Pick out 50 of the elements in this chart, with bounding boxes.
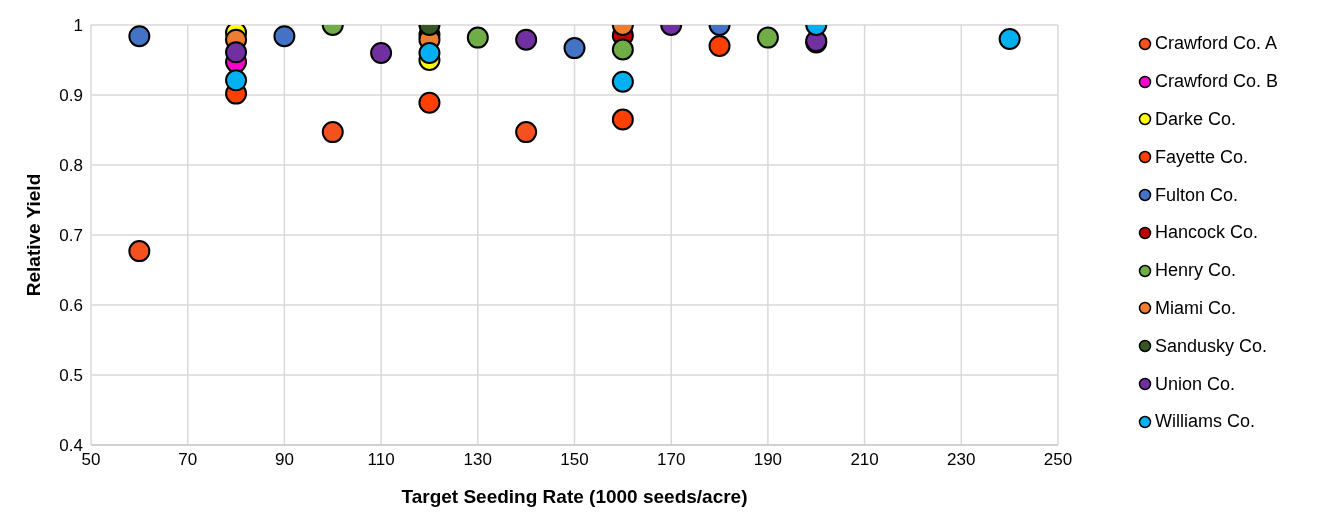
y-tick-label: 0.5 — [59, 366, 83, 386]
y-axis-title: Relative Yield — [22, 173, 44, 297]
x-tick-label: 50 — [81, 450, 101, 470]
y-tick-label: 0.8 — [59, 156, 83, 176]
legend-label: Crawford Co. A — [1155, 32, 1278, 56]
point — [466, 26, 489, 49]
legend-label: Williams Co. — [1155, 410, 1256, 434]
x-tick-label: 210 — [850, 450, 879, 470]
point — [225, 69, 248, 92]
point — [515, 28, 538, 51]
point — [418, 91, 441, 114]
point — [128, 25, 151, 48]
legend-label: Fulton Co. — [1155, 183, 1239, 207]
point — [225, 41, 248, 64]
x-tick-label: 190 — [753, 450, 783, 470]
legend-label: Sandusky Co. — [1155, 334, 1268, 358]
point — [515, 121, 538, 144]
y-tick-label: 1 — [73, 16, 83, 36]
point — [611, 70, 634, 93]
x-tick-label: 130 — [463, 450, 492, 470]
point — [321, 121, 344, 144]
point — [998, 28, 1021, 50]
point — [418, 42, 441, 64]
x-tick-label: 90 — [274, 450, 294, 470]
legend-label: Hancock Co. — [1155, 221, 1259, 245]
legend-label: Crawford Co. B — [1155, 70, 1279, 94]
legend-label: Union Co. — [1155, 372, 1236, 396]
point — [563, 37, 586, 60]
x-tick-label: 170 — [657, 450, 686, 470]
point — [273, 25, 296, 48]
y-tick-label: 0.9 — [59, 86, 83, 106]
y-tick-label: 0.6 — [59, 296, 83, 316]
y-tick-label: 0.4 — [59, 436, 83, 456]
point — [756, 26, 779, 49]
legend-label: Henry Co. — [1155, 259, 1237, 283]
x-tick-label: 250 — [1043, 450, 1073, 470]
x-tick-label: 70 — [178, 450, 198, 470]
x-axis-title: Target Seeding Rate (1000 seeds/acre) — [401, 486, 748, 507]
point — [611, 38, 634, 61]
x-tick-label: 230 — [947, 450, 976, 470]
x-tick-label: 110 — [367, 450, 395, 470]
x-tick-label: 150 — [560, 450, 589, 470]
legend-label: Fayette Co. — [1155, 145, 1249, 169]
point — [370, 42, 393, 64]
point — [128, 240, 151, 263]
y-tick-label: 0.7 — [59, 226, 83, 246]
legend-label: Darke Co. — [1155, 108, 1237, 131]
legend-label: Miami Co. — [1155, 296, 1237, 320]
point — [708, 35, 731, 57]
point — [611, 108, 634, 131]
